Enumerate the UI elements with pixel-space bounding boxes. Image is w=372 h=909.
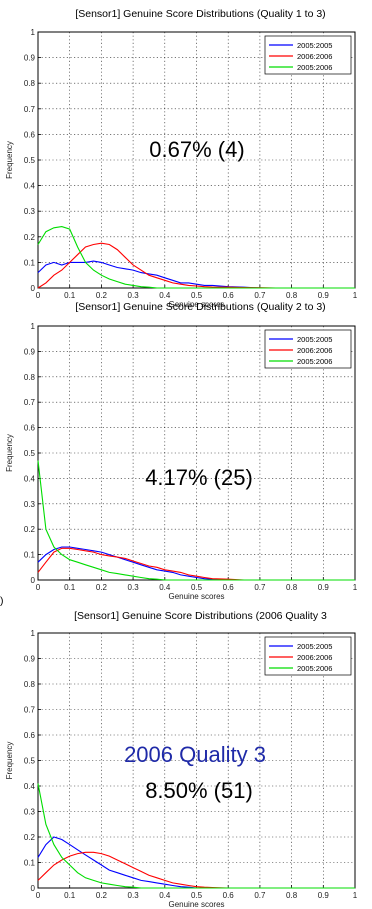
x-tick-label: 0.8	[286, 583, 298, 592]
series-line	[37, 851, 355, 889]
y-tick-label: 0.5	[24, 156, 36, 165]
x-tick-label: 0	[36, 291, 41, 300]
legend-label: 2005:2006	[297, 63, 332, 72]
legend-label: 2005:2006	[297, 664, 332, 673]
y-tick-label: 0.9	[24, 54, 36, 63]
y-tick-label: 0.9	[24, 655, 36, 664]
y-tick-label: 0.2	[24, 833, 36, 842]
series-line	[37, 226, 355, 289]
y-tick-label: 0.6	[24, 424, 36, 433]
y-tick-label: 0.6	[24, 731, 36, 740]
x-tick-label: 0.3	[128, 583, 140, 592]
annotation-percentage: 0.67% (4)	[149, 137, 244, 162]
annotation-percentage: 8.50% (51)	[145, 778, 253, 803]
x-tick-label: 0.6	[223, 583, 235, 592]
x-tick-label: 0.9	[318, 291, 330, 300]
y-tick-label: 0.7	[24, 105, 36, 114]
x-tick-label: 0.5	[191, 891, 203, 900]
x-tick-label: 0.9	[318, 891, 330, 900]
y-tick-label: 0.1	[24, 551, 36, 560]
y-tick-label: 0.3	[24, 500, 36, 509]
legend-label: 2006:2006	[297, 346, 332, 355]
x-tick-label: 0.6	[223, 891, 235, 900]
x-tick-label: 0.7	[254, 583, 266, 592]
y-tick-label: 0.3	[24, 207, 36, 216]
x-tick-label: 0.4	[159, 583, 171, 592]
x-axis-label: Genuine scores	[168, 900, 224, 909]
x-tick-label: 0.2	[96, 291, 108, 300]
x-tick-label: 0.8	[286, 891, 298, 900]
y-tick-label: 0.2	[24, 233, 36, 242]
y-axis-label: Frequency	[5, 434, 14, 472]
x-tick-label: 0.2	[96, 891, 108, 900]
y-tick-label: 0	[31, 884, 36, 893]
x-tick-label: 1	[353, 891, 358, 900]
x-tick-label: 0.4	[159, 891, 171, 900]
legend-label: 2005:2005	[297, 41, 332, 50]
y-axis-label: Frequency	[5, 742, 14, 780]
y-tick-label: 1	[31, 629, 36, 638]
x-axis-label: Genuine scores	[168, 592, 224, 601]
legend-box	[264, 329, 352, 369]
x-tick-label: 0.9	[318, 583, 330, 592]
y-tick-label: 0	[31, 284, 36, 293]
series-line	[37, 260, 355, 289]
x-tick-label: 0.2	[96, 583, 108, 592]
y-tick-label: 0.5	[24, 757, 36, 766]
x-tick-label: 1	[353, 291, 358, 300]
x-tick-label: 0.1	[64, 891, 76, 900]
legend-label: 2005:2005	[297, 642, 332, 651]
chart-title: [Sensor1] Genuine Score Distributions (Q…	[75, 8, 325, 20]
y-tick-label: 0	[31, 576, 36, 585]
y-tick-label: 0.4	[24, 474, 36, 483]
y-tick-label: 0.8	[24, 79, 36, 88]
y-tick-label: 0.8	[24, 680, 36, 689]
x-tick-label: 0.7	[254, 291, 266, 300]
x-tick-label: 0.6	[223, 291, 235, 300]
x-tick-label: 0.5	[191, 583, 203, 592]
y-tick-label: 0.7	[24, 398, 36, 407]
chart-title: [Sensor1] Genuine Score Distributions (2…	[74, 610, 327, 622]
y-tick-label: 1	[31, 322, 36, 331]
y-tick-label: 0.6	[24, 130, 36, 139]
x-axis-label: Genuine scores	[168, 300, 224, 309]
y-tick-label: 0.3	[24, 808, 36, 817]
chart-title: [Sensor1] Genuine Score Distributions (Q…	[75, 301, 325, 313]
y-tick-label: 0.1	[24, 258, 36, 267]
legend-label: 2006:2006	[297, 653, 332, 662]
series-line	[37, 783, 355, 889]
legend-box	[264, 35, 352, 75]
y-tick-label: 0.5	[24, 449, 36, 458]
y-tick-label: 0.9	[24, 347, 36, 356]
y-tick-label: 0.2	[24, 525, 36, 534]
legend-label: 2005:2006	[297, 357, 332, 366]
legend-label: 2005:2005	[297, 335, 332, 344]
x-tick-label: 0.3	[128, 891, 140, 900]
x-tick-label: 0.1	[64, 583, 76, 592]
x-tick-label: 0.1	[64, 291, 76, 300]
y-tick-label: 0.8	[24, 373, 36, 382]
x-tick-label: 0	[36, 583, 41, 592]
x-tick-label: 0	[36, 891, 41, 900]
y-tick-label: 0.4	[24, 182, 36, 191]
y-tick-label: 1	[31, 28, 36, 37]
side-marker: )	[0, 595, 4, 607]
annotation-subtitle: 2006 Quality 3	[124, 742, 266, 767]
legend-label: 2006:2006	[297, 52, 332, 61]
legend-box	[264, 636, 352, 676]
annotation-percentage: 4.17% (25)	[145, 465, 253, 490]
x-tick-label: 0.4	[159, 291, 171, 300]
x-tick-label: 1	[353, 583, 358, 592]
x-tick-label: 0.5	[191, 291, 203, 300]
y-axis-label: Frequency	[5, 141, 14, 179]
y-tick-label: 0.1	[24, 859, 36, 868]
y-tick-label: 0.7	[24, 706, 36, 715]
x-tick-label: 0.7	[254, 891, 266, 900]
x-tick-label: 0.8	[286, 291, 298, 300]
y-tick-label: 0.4	[24, 782, 36, 791]
x-tick-label: 0.3	[128, 291, 140, 300]
series-line	[37, 460, 355, 581]
